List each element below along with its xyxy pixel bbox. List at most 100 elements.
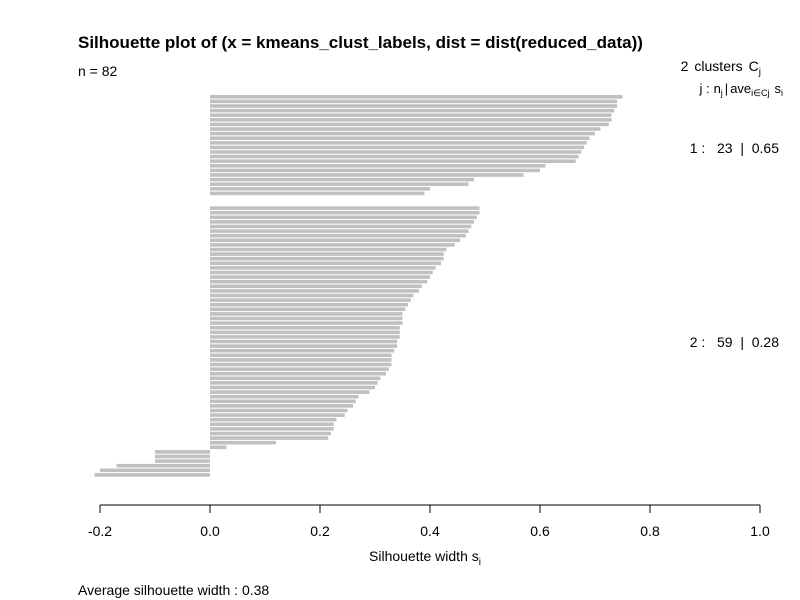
silhouette-bar-c2-26 [210, 321, 403, 325]
silhouette-bar-c1-13 [210, 150, 582, 154]
silhouette-bar-c2-3 [210, 215, 477, 220]
silhouette-bar-c2-10 [210, 247, 447, 252]
silhouette-bar-c1-16 [210, 164, 546, 168]
silhouette-bar-c2-16 [210, 275, 430, 279]
legend-line-2: j : nj | avei∈Cj si [698, 81, 783, 98]
silhouette-bar-c2-45 [210, 408, 348, 413]
silhouette-bar-c2-46 [210, 413, 345, 417]
x-tick-label: 0.8 [640, 523, 660, 539]
silhouette-bar-c1-3 [210, 104, 617, 108]
silhouette-bar-c2-28 [210, 330, 400, 335]
x-axis-label-sub: i [479, 557, 481, 568]
silhouette-bar-c2-37 [210, 371, 386, 376]
silhouette-bar-c1-11 [210, 141, 587, 145]
silhouette-bar-c1-20 [210, 182, 469, 186]
x-tick-label: 0.4 [420, 523, 440, 539]
silhouette-bar-c2-33 [210, 353, 392, 358]
silhouette-bar-c1-18 [210, 173, 524, 177]
legend-ave: ave [730, 81, 751, 96]
silhouette-bar-c2-41 [210, 390, 370, 394]
legend-symbol-c: C [749, 58, 759, 74]
legend-ave-sub: i∈Cj [751, 88, 769, 98]
silhouette-bar-c2-21 [210, 298, 411, 302]
silhouette-bar-c1-8 [210, 127, 601, 131]
silhouette-bar-c2-11 [210, 252, 444, 256]
silhouette-bar-c2-6 [210, 229, 469, 233]
silhouette-bar-c1-12 [210, 145, 584, 150]
silhouette-bar-c2-58 [100, 468, 210, 473]
silhouette-bar-c2-57 [116, 463, 210, 468]
x-tick-label: 0.6 [530, 523, 550, 539]
silhouette-bar-c2-20 [210, 293, 414, 298]
x-tick-label: -0.2 [88, 523, 112, 539]
silhouette-bar-c2-32 [210, 348, 395, 353]
silhouette-bar-c2-59 [94, 473, 210, 477]
silhouette-bar-c2-50 [210, 431, 331, 436]
silhouette-bar-c2-4 [210, 220, 474, 224]
average-silhouette-width: Average silhouette width : 0.38 [78, 582, 269, 598]
silhouette-bar-c2-51 [210, 436, 329, 440]
silhouette-bar-c1-5 [210, 113, 612, 117]
n-label: n = 82 [78, 63, 118, 79]
silhouette-bar-c2-23 [210, 307, 406, 312]
silhouette-bar-c2-30 [210, 339, 397, 344]
silhouette-bar-c2-44 [210, 404, 353, 408]
legend-symbol-c-sub: j [758, 67, 761, 78]
silhouette-bar-c2-53 [210, 445, 227, 450]
x-axis-label: Silhouette width si [369, 548, 481, 568]
silhouette-bar-c2-13 [210, 261, 441, 266]
legend-s-sub: i [781, 88, 783, 98]
x-tick-label: 1.0 [750, 523, 770, 539]
silhouette-bar-c2-25 [210, 316, 403, 321]
silhouette-bar-c1-15 [210, 159, 576, 163]
silhouette-bar-c2-43 [210, 399, 356, 404]
x-tick-label: 0.0 [200, 523, 220, 539]
silhouette-bar-c1-7 [210, 122, 609, 127]
silhouette-bar-c1-6 [210, 118, 612, 122]
cluster-labels-group: 1 : 23 | 0.65 2 : 59 | 0.28 [690, 140, 779, 350]
silhouette-bar-c2-27 [210, 325, 400, 330]
x-tick-label: 0.2 [310, 523, 330, 539]
legend-sep: | [725, 81, 728, 96]
silhouette-bar-c2-22 [210, 302, 408, 307]
legend-line-1: 2 clusters Cj [681, 58, 761, 78]
silhouette-bar-c2-12 [210, 256, 444, 261]
silhouette-bar-c1-9 [210, 131, 595, 136]
cluster-label-1: 1 : 23 | 0.65 [690, 140, 779, 156]
silhouette-bar-c2-29 [210, 335, 400, 339]
silhouette-bar-c2-9 [210, 243, 455, 247]
silhouette-bar-c2-17 [210, 279, 428, 284]
silhouette-bar-c2-34 [210, 358, 392, 362]
silhouette-bar-c2-5 [210, 224, 472, 229]
legend-clusters-word: clusters [694, 58, 742, 74]
silhouette-bar-c2-40 [210, 385, 375, 390]
bars-group [94, 95, 623, 477]
silhouette-bar-c2-56 [155, 459, 210, 463]
silhouette-bar-c2-8 [210, 238, 461, 243]
silhouette-bar-c1-22 [210, 191, 425, 196]
silhouette-bar-c2-19 [210, 289, 419, 293]
silhouette-bar-c2-18 [210, 284, 422, 289]
silhouette-bar-c1-10 [210, 136, 590, 140]
silhouette-bar-c2-48 [210, 422, 334, 427]
silhouette-bar-c1-14 [210, 154, 579, 159]
silhouette-bar-c2-14 [210, 266, 436, 270]
silhouette-bar-c2-39 [210, 381, 378, 385]
silhouette-bar-c2-15 [210, 270, 433, 275]
silhouette-bar-c2-36 [210, 367, 389, 371]
silhouette-bar-c2-47 [210, 417, 337, 422]
silhouette-bar-c1-19 [210, 177, 474, 182]
silhouette-bar-c2-31 [210, 344, 397, 348]
silhouette-bar-c1-4 [210, 108, 615, 113]
silhouette-bar-c1-17 [210, 168, 540, 173]
silhouette-bar-c2-1 [210, 206, 480, 210]
silhouette-bar-c2-38 [210, 376, 381, 381]
silhouette-bar-c2-54 [155, 450, 210, 454]
cluster-label-2: 2 : 59 | 0.28 [690, 334, 779, 350]
legend-cluster-count: 2 [681, 58, 689, 74]
x-axis-label-main: Silhouette width s [369, 548, 479, 564]
silhouette-bar-c2-7 [210, 233, 466, 238]
x-ticks-group: -0.2 0.0 0.2 0.4 0.6 0.8 1.0 [88, 505, 770, 539]
silhouette-bar-c2-35 [210, 362, 392, 367]
